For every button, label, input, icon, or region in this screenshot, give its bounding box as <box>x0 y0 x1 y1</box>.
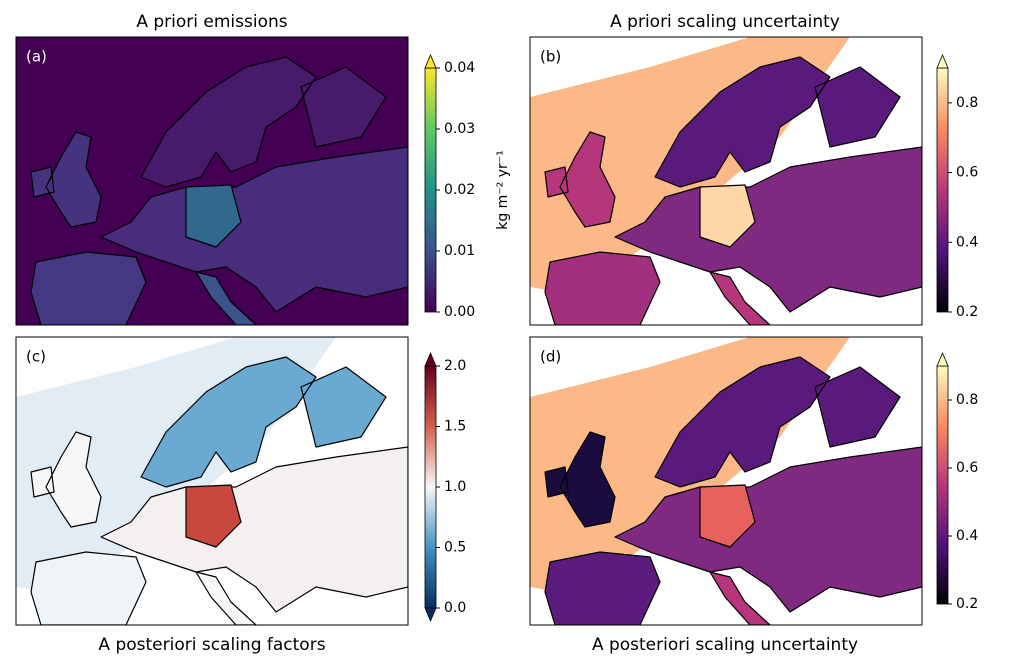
colorbar-extend <box>936 351 949 367</box>
panel-title: A posteriori scaling factors <box>98 635 325 655</box>
map-panel: (c) <box>15 336 409 626</box>
colorbar-tick-label: 1.5 <box>444 419 466 435</box>
land-region <box>30 251 147 325</box>
colorbar-tick-label: 0.8 <box>956 95 978 111</box>
land-region <box>654 356 901 488</box>
map-layer <box>530 337 922 625</box>
panel-title: A priori emissions <box>136 12 287 32</box>
colorbar-tick-label: 0.4 <box>956 528 978 544</box>
land-region <box>100 446 408 613</box>
land-region <box>30 131 102 228</box>
land-region <box>30 551 147 625</box>
land-region <box>140 56 387 188</box>
land-region <box>140 356 387 488</box>
map-panel: (a) <box>15 36 409 326</box>
panel-label: (b) <box>540 48 561 66</box>
land-region <box>185 184 242 248</box>
land-region <box>544 551 661 625</box>
land-region <box>709 571 771 625</box>
colorbar-extend <box>424 351 437 367</box>
map-layer <box>16 337 408 625</box>
colorbar <box>936 365 949 605</box>
land-region <box>544 131 616 228</box>
panel-label: (c) <box>26 348 46 366</box>
colorbar-label: kg m⁻² yr⁻¹ <box>495 150 511 230</box>
map-frame <box>15 36 409 326</box>
land-region <box>544 251 661 325</box>
panel-title: A posteriori scaling uncertainty <box>592 635 858 655</box>
colorbar-tick-label: 1.0 <box>444 479 466 495</box>
colorbar-tick-label: 0.2 <box>956 596 978 612</box>
map-layer <box>30 56 408 325</box>
map-layer <box>530 37 922 325</box>
colorbar <box>936 67 949 313</box>
colorbar-extend <box>424 53 437 69</box>
land-region <box>654 56 901 188</box>
land-region <box>709 271 771 325</box>
land-region <box>100 146 408 313</box>
map-frame <box>529 36 923 326</box>
land-region <box>699 184 756 248</box>
land-region <box>30 431 102 528</box>
colorbar-tick-label: 0.4 <box>956 234 978 250</box>
colorbar-tick-label: 0.02 <box>444 182 475 198</box>
panel-label: (d) <box>540 348 561 366</box>
land-region <box>195 271 257 325</box>
colorbar-tick-label: 0.6 <box>956 165 978 181</box>
colorbar-tick-label: 2.0 <box>444 358 466 374</box>
colorbar-tick-label: 0.5 <box>444 540 466 556</box>
land-region <box>544 431 616 528</box>
colorbar-tick-label: 0.8 <box>956 392 978 408</box>
colorbar <box>424 67 437 313</box>
colorbar-tick-label: 0.04 <box>444 60 475 76</box>
map-panel: (d) <box>529 336 923 626</box>
colorbar-extend <box>936 53 949 69</box>
map-panel: (b) <box>529 36 923 326</box>
colorbar-tick-label: 0.03 <box>444 121 475 137</box>
map-frame <box>529 336 923 626</box>
colorbar-tick-label: 0.2 <box>956 304 978 320</box>
land-region <box>614 146 922 313</box>
colorbar <box>424 365 437 609</box>
colorbar-tick-label: 0.01 <box>444 243 475 259</box>
panel-label: (a) <box>26 48 47 66</box>
panel-title: A priori scaling uncertainty <box>610 12 840 32</box>
colorbar-extend <box>424 607 437 623</box>
land-region <box>614 446 922 613</box>
colorbar-tick-label: 0.6 <box>956 460 978 476</box>
land-region <box>699 484 756 548</box>
land-region <box>195 571 257 625</box>
land-region <box>185 484 242 548</box>
colorbar-tick-label: 0.0 <box>444 600 466 616</box>
map-frame <box>15 336 409 626</box>
colorbar-tick-label: 0.00 <box>444 304 475 320</box>
